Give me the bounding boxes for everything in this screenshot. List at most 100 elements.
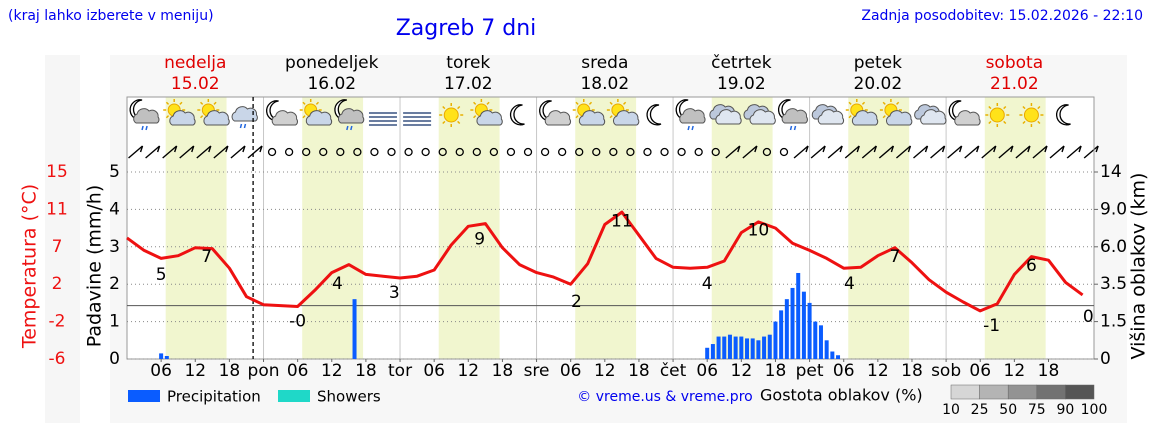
- wind-barb: [191, 145, 195, 153]
- icon-ray: [457, 105, 461, 110]
- x-tick-label: 12: [731, 361, 753, 381]
- wind-barb: [930, 145, 946, 159]
- icon-ray: [1022, 120, 1026, 125]
- icon-ray: [473, 101, 477, 105]
- wind-barb: [810, 145, 826, 159]
- precipitation-bar: [824, 340, 829, 359]
- x-tick-label: 06: [423, 361, 445, 381]
- temperature-tick-label: 2: [52, 274, 63, 294]
- icon-ray: [988, 105, 992, 110]
- weather-icon: [470, 99, 503, 126]
- y2-tick-label: 3.5: [1100, 274, 1127, 294]
- x-tick-label: sob: [931, 361, 961, 381]
- wind-barb: [1032, 145, 1048, 159]
- precipitation-bar: [710, 344, 715, 359]
- wind-calm: [711, 147, 720, 157]
- temperature-label: 6: [1026, 256, 1037, 276]
- icon-rain: [691, 125, 694, 131]
- temperature-label: 11: [611, 212, 633, 232]
- daylight-band: [165, 97, 227, 359]
- temperature-label: 0: [1083, 307, 1094, 327]
- weather-icon: [231, 106, 258, 129]
- precipitation-bar: [762, 336, 767, 359]
- wind-barb: [878, 145, 894, 159]
- wind-barb: [1061, 145, 1065, 153]
- wind-barb: [179, 145, 195, 159]
- wind-barb: [128, 145, 143, 159]
- icon-ray: [457, 120, 461, 125]
- icon-ray: [609, 115, 613, 119]
- icon-ray: [165, 115, 170, 119]
- x-tick-label: 06: [287, 361, 309, 381]
- wind-calm: [660, 147, 669, 157]
- icon-cloud: [544, 110, 572, 126]
- icon-sun: [1023, 107, 1039, 123]
- icon-ray: [623, 101, 627, 105]
- weather-icon: [777, 99, 808, 131]
- weather-icon: [539, 100, 572, 126]
- weather-icon: [948, 100, 981, 126]
- precipitation-bar: [784, 299, 789, 359]
- left-panel: [45, 55, 80, 423]
- wind-barb: [156, 145, 161, 153]
- wind-barb: [839, 145, 843, 153]
- wind-barb: [208, 145, 212, 153]
- wind-calm: [489, 147, 499, 157]
- icon-moon: [646, 104, 662, 126]
- icon-rain: [145, 125, 148, 131]
- wind-barb: [890, 145, 895, 153]
- wind-barb: [1015, 145, 1031, 159]
- wind-barb: [173, 145, 178, 153]
- precipitation-bar: [807, 302, 812, 359]
- wind-calm: [421, 147, 430, 157]
- weather-icon: [914, 104, 947, 125]
- icon-ray: [861, 101, 866, 105]
- wind-barb: [993, 145, 997, 153]
- icon-ray: [882, 115, 886, 119]
- day-date: 19.02: [717, 74, 766, 94]
- wind-barb: [145, 145, 161, 159]
- icon-cloud: [679, 108, 706, 124]
- weather-icon: [646, 104, 662, 126]
- wind-barb: [1083, 145, 1099, 159]
- legend-swatch: [278, 390, 310, 402]
- day-date: 16.02: [307, 74, 356, 94]
- icon-ray: [1003, 120, 1007, 125]
- cloud-legend-swatch: [979, 384, 1009, 400]
- y-tick-label: 5: [109, 162, 120, 182]
- x-tick-label: čet: [660, 361, 687, 381]
- day-date: 17.02: [444, 74, 493, 94]
- wind-barb: [725, 145, 741, 159]
- wind-barb: [895, 145, 911, 159]
- precipitation-bar: [818, 325, 823, 359]
- weather-icon: [811, 104, 845, 125]
- precipitation-bar: [830, 351, 835, 359]
- wind-calm: [267, 147, 277, 157]
- cloud-legend-label: 100: [1081, 402, 1108, 418]
- precipitation-bar: [836, 355, 841, 359]
- wind-barb: [805, 145, 809, 153]
- wind-calm: [540, 147, 550, 157]
- x-tick-label: 06: [696, 361, 718, 381]
- weather-icon: [265, 100, 299, 126]
- x-tick-label: 12: [1004, 361, 1026, 381]
- day-name: nedelja: [164, 53, 226, 73]
- icon-sun: [443, 107, 459, 123]
- daylight-band: [984, 97, 1046, 359]
- icon-ray: [200, 115, 204, 119]
- icon-ray: [442, 120, 446, 125]
- precipitation-bar: [164, 356, 169, 359]
- cloud-legend-swatch: [950, 384, 980, 400]
- day-name: sreda: [581, 53, 628, 73]
- icon-cloud: [817, 109, 845, 125]
- wind-calm: [370, 147, 379, 157]
- weather-icon: [334, 99, 365, 131]
- y-axis-title: Padavine (mm/h): [84, 185, 106, 348]
- temperature-axis-title: Temperatura (°C): [19, 184, 41, 349]
- temperature-label: 3: [389, 283, 400, 303]
- daylight-band: [711, 97, 773, 359]
- icon-ray: [848, 115, 852, 119]
- icon-ray: [1037, 105, 1041, 110]
- weather-icon: [197, 99, 230, 126]
- wind-barb: [1027, 145, 1031, 153]
